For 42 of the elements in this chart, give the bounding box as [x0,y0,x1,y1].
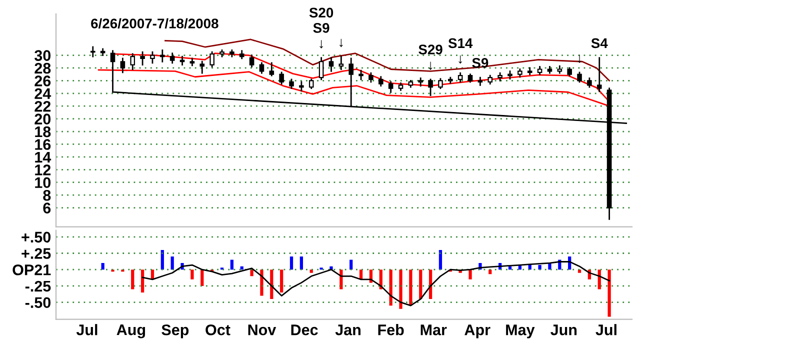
x-tick-label: Jun [550,324,577,336]
chart-subtitle: 6/26/2007-7/18/2008 [91,18,218,29]
y-tick-label: 16 [35,139,51,150]
y-tick-label: 14 [35,152,52,162]
annotation: S9 [472,58,488,68]
y-tick-label: +.50 [22,232,51,243]
annotation: ↓ [320,40,323,48]
x-tick-label: Oct [206,324,230,336]
x-tick-label: Jul [76,324,98,336]
annotation: ↓ [428,62,432,70]
y-tick-label: 28 [34,62,51,74]
x-tick-label: Aug [116,324,146,338]
x-tick-label: May [506,324,535,338]
y-tick-label: 30 [34,50,51,61]
x-tick-label: Mar [420,324,447,336]
x-tick-label: Apr [464,324,490,338]
y-tick-label: 6 [43,202,51,214]
y-tick-label: OP21 [12,264,51,276]
y-tick-label: 26 [34,76,51,86]
x-tick-label: Jul [596,324,616,336]
y-tick-label: 24 [34,88,52,99]
y-tick-label: 8 [43,190,51,201]
y-tick-label: -.25 [25,280,51,292]
y-tick-label: +.25 [22,248,51,259]
annotation: ↓ [340,38,343,48]
annotation: S9 [313,23,330,33]
x-tick-label: Feb [378,324,404,336]
annotation: S20 [309,8,334,18]
annotation: S29 [418,44,442,54]
y-tick-label: 18 [35,126,51,138]
annotation: S4 [591,38,608,48]
x-tick-label: Jan [335,324,360,336]
y-tick-label: 20 [34,114,51,124]
y-tick-label: 12 [35,164,51,176]
y-tick-label: -.50 [25,297,51,308]
y-tick-label: 22 [34,100,51,112]
x-tick-label: Dec [291,324,318,336]
y-tick-label: 10 [35,177,51,188]
annotation: ↓ [458,55,462,64]
x-tick-label: Sep [162,324,189,338]
x-tick-label: Nov [248,324,276,336]
annotation: S14 [448,38,473,48]
